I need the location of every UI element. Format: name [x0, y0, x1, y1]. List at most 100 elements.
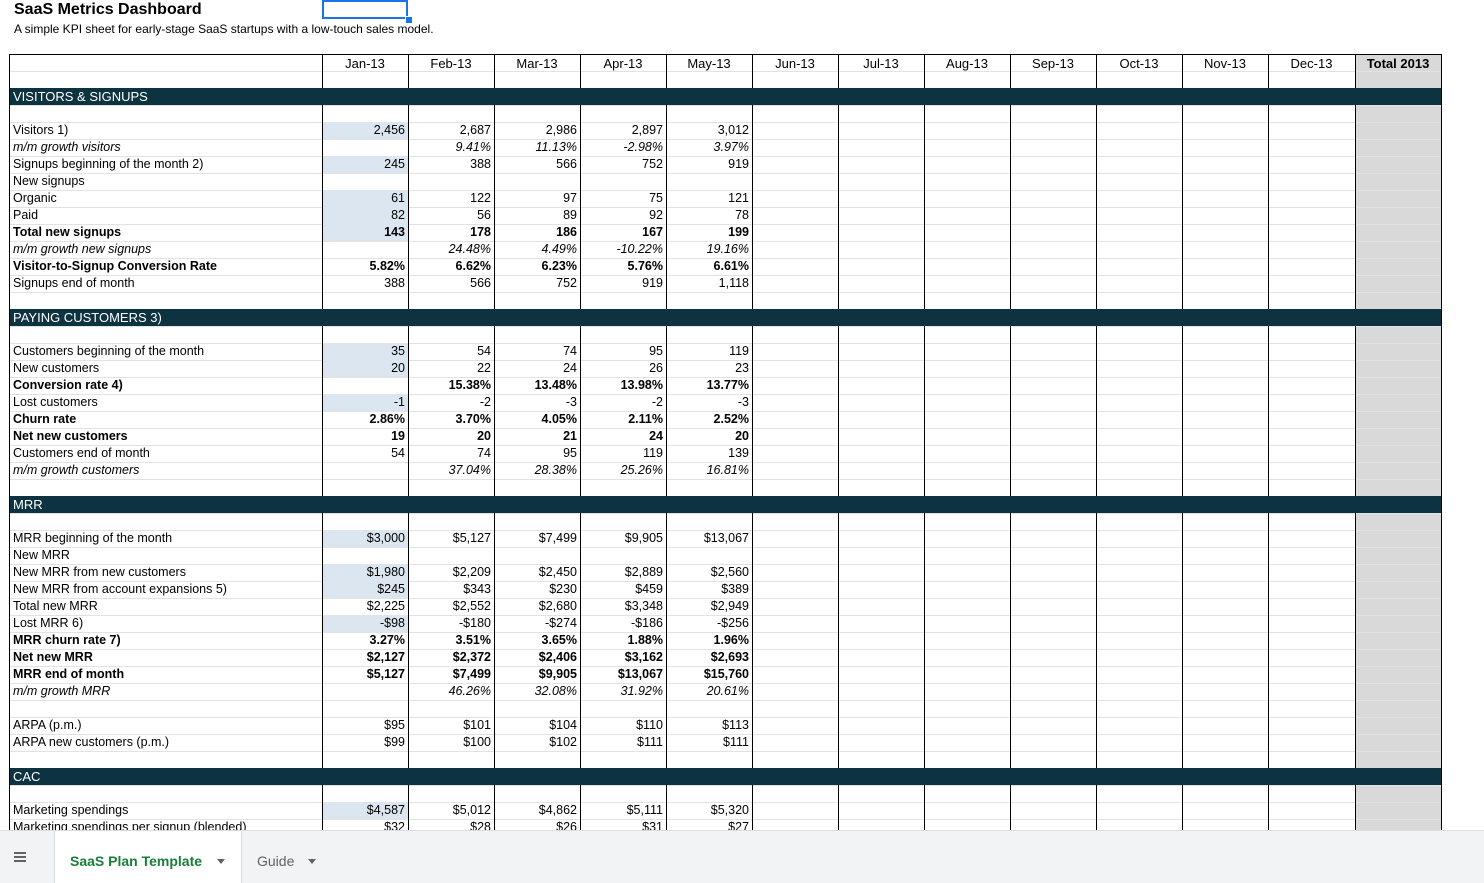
column-header-apr-13[interactable]: Apr-13	[603, 56, 643, 71]
data-cell[interactable]: 31.92%	[620, 684, 663, 698]
data-cell[interactable]: 13.98%	[620, 378, 663, 392]
data-cell[interactable]: $9,905	[624, 531, 663, 545]
data-cell[interactable]: 37.04%	[448, 463, 491, 477]
data-cell[interactable]: $2,372	[452, 650, 491, 664]
data-cell[interactable]: 95	[563, 446, 577, 460]
column-header-feb-13[interactable]: Feb-13	[430, 56, 472, 71]
data-cell[interactable]: 139	[728, 446, 749, 460]
data-cell[interactable]: $99	[384, 735, 405, 749]
caret-down-icon[interactable]	[217, 859, 225, 864]
data-cell[interactable]: 3,012	[717, 123, 749, 137]
data-cell[interactable]: -$186	[631, 616, 663, 630]
data-cell[interactable]: 3.65%	[541, 633, 577, 647]
data-cell[interactable]: 74	[563, 344, 577, 358]
data-cell[interactable]: $2,552	[452, 599, 491, 613]
data-cell[interactable]: $5,127	[452, 531, 491, 545]
data-cell[interactable]: $5,320	[710, 803, 749, 817]
data-cell[interactable]: 22	[477, 361, 491, 375]
data-cell[interactable]: $15,760	[703, 667, 749, 681]
data-cell[interactable]: $5,127	[366, 667, 405, 681]
data-cell[interactable]: $102	[549, 735, 577, 749]
data-cell[interactable]: -$98	[323, 615, 408, 632]
data-cell[interactable]: 1.96%	[713, 633, 749, 647]
data-cell[interactable]	[323, 241, 408, 258]
data-cell[interactable]: 2.52%	[713, 412, 749, 426]
data-cell[interactable]: 2.86%	[369, 412, 405, 426]
data-cell[interactable]: 19	[391, 429, 405, 443]
data-cell[interactable]: -3	[737, 395, 749, 409]
data-cell[interactable]: $343	[463, 582, 491, 596]
data-cell[interactable]: $95	[384, 718, 405, 732]
data-cell[interactable]: 2.11%	[628, 412, 663, 426]
data-cell[interactable]: 24	[649, 429, 663, 443]
data-cell[interactable]: 186	[556, 225, 577, 239]
data-cell[interactable]: $1,980	[323, 564, 408, 581]
data-cell[interactable]: 388	[384, 276, 405, 290]
column-header-aug-13[interactable]: Aug-13	[946, 56, 988, 71]
data-cell[interactable]: $2,680	[538, 599, 577, 613]
column-header-dec-13[interactable]: Dec-13	[1290, 56, 1333, 71]
data-cell[interactable]: 95	[649, 344, 663, 358]
data-cell[interactable]: 388	[470, 157, 491, 171]
data-cell[interactable]	[323, 683, 408, 700]
data-cell[interactable]: 19.16%	[706, 242, 749, 256]
data-cell[interactable]: $230	[549, 582, 577, 596]
selected-cell-outline[interactable]	[322, 0, 408, 19]
data-cell[interactable]: 11.13%	[535, 140, 577, 154]
column-header-may-13[interactable]: May-13	[687, 56, 731, 71]
data-cell[interactable]: -$256	[717, 616, 749, 630]
data-cell[interactable]: 3.97%	[713, 140, 749, 154]
data-cell[interactable]: $5,012	[452, 803, 491, 817]
data-cell[interactable]: -3	[565, 395, 577, 409]
data-cell[interactable]: 3.70%	[455, 412, 491, 426]
tab-guide[interactable]: Guide	[242, 831, 332, 883]
data-cell[interactable]: $13,067	[617, 667, 663, 681]
data-cell[interactable]: $26	[556, 820, 577, 830]
data-cell[interactable]: $2,225	[366, 599, 405, 613]
data-cell[interactable]: -10.22%	[616, 242, 663, 256]
data-cell[interactable]: 752	[556, 276, 577, 290]
data-cell[interactable]: $245	[323, 581, 408, 598]
data-cell[interactable]: 78	[735, 208, 749, 222]
data-cell[interactable]: $5,111	[626, 803, 663, 817]
data-cell[interactable]: 26	[649, 361, 663, 375]
spreadsheet-grid-area[interactable]: SaaS Metrics Dashboard A simple KPI shee…	[0, 0, 1484, 830]
data-cell[interactable]: -2.98%	[623, 140, 663, 154]
data-cell[interactable]: $2,889	[624, 565, 663, 579]
data-cell[interactable]: $27	[728, 820, 749, 830]
data-cell[interactable]: 20	[477, 429, 491, 443]
data-cell[interactable]: 61	[323, 190, 408, 207]
data-cell[interactable]: 97	[563, 191, 577, 205]
data-cell[interactable]: $4,587	[323, 802, 408, 819]
data-cell[interactable]: 167	[642, 225, 663, 239]
data-cell[interactable]: 56	[477, 208, 491, 222]
data-cell[interactable]: 15.38%	[448, 378, 491, 392]
data-cell[interactable]: 4.05%	[541, 412, 577, 426]
data-cell[interactable]: 46.26%	[448, 684, 491, 698]
data-cell[interactable]: 82	[323, 207, 408, 224]
data-cell[interactable]: 13.48%	[534, 378, 577, 392]
data-cell[interactable]: 24.48%	[448, 242, 491, 256]
data-cell[interactable]: 89	[563, 208, 577, 222]
data-cell[interactable]: 1.88%	[627, 633, 663, 647]
column-header-sep-13[interactable]: Sep-13	[1032, 56, 1074, 71]
data-cell[interactable]: 6.23%	[541, 259, 577, 273]
data-cell[interactable]: 245	[323, 156, 408, 173]
data-cell[interactable]: 119	[729, 344, 749, 358]
column-header-total-2013[interactable]: Total 2013	[1366, 56, 1430, 71]
data-cell[interactable]: 2,687	[459, 123, 491, 137]
data-cell[interactable]: 9.41%	[455, 140, 491, 154]
data-cell[interactable]: 178	[470, 225, 491, 239]
data-cell[interactable]: 919	[642, 276, 663, 290]
data-cell[interactable]: $101	[463, 718, 491, 732]
data-cell[interactable]: $2,949	[710, 599, 749, 613]
data-cell[interactable]: 20	[735, 429, 749, 443]
data-cell[interactable]: 13.77%	[706, 378, 749, 392]
data-cell[interactable]: 143	[323, 224, 408, 241]
data-cell[interactable]: 54	[477, 344, 491, 358]
data-cell[interactable]: 3.27%	[369, 633, 405, 647]
data-cell[interactable]: $2,209	[452, 565, 491, 579]
column-header-oct-13[interactable]: Oct-13	[1119, 56, 1159, 71]
data-cell[interactable]: 24	[563, 361, 577, 375]
column-header-nov-13[interactable]: Nov-13	[1204, 56, 1246, 71]
